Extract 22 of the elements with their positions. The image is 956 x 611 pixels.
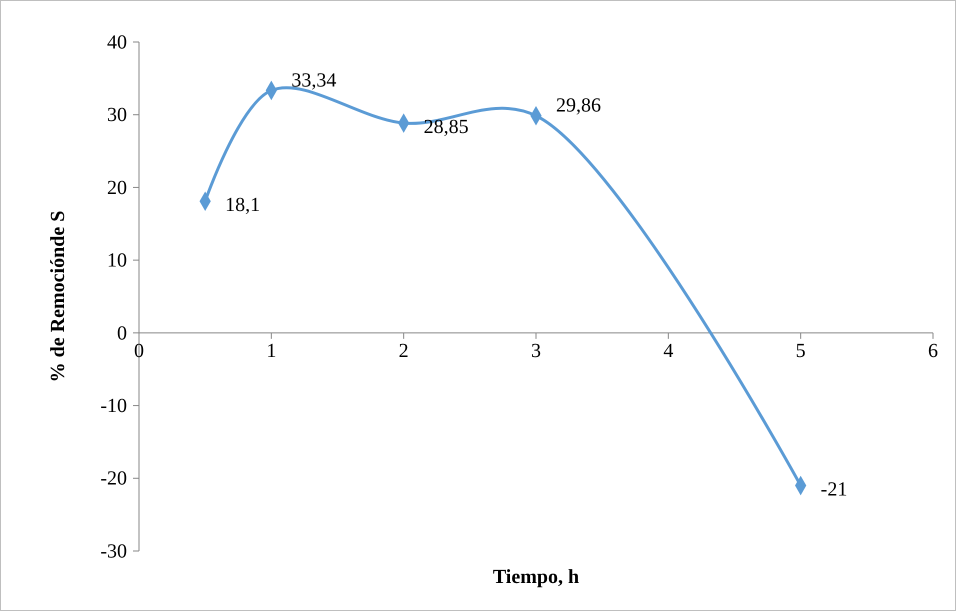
x-tick-label: 2 xyxy=(398,340,409,362)
y-axis-title: % de Remociónde S xyxy=(47,210,69,382)
y-tick-label: 0 xyxy=(117,322,127,344)
x-tick-label: 4 xyxy=(663,340,674,362)
data-label: 28,85 xyxy=(424,116,469,138)
x-tick-label: 0 xyxy=(134,340,144,362)
x-tick-label: 3 xyxy=(531,340,541,362)
data-label: -21 xyxy=(820,478,848,501)
y-tick-label: -20 xyxy=(100,468,127,490)
y-tick-label: -10 xyxy=(100,394,127,417)
x-tick-label: 6 xyxy=(928,340,938,362)
x-tick-label: 1 xyxy=(266,340,276,362)
data-label: 18,1 xyxy=(225,194,260,216)
y-tick-label: -30 xyxy=(100,540,127,562)
data-label: 33,34 xyxy=(291,69,336,92)
y-tick-label: 30 xyxy=(107,104,127,126)
y-tick-label: 20 xyxy=(107,176,127,199)
x-axis-title: Tiempo, h xyxy=(492,566,580,588)
x-tick-label: 5 xyxy=(796,340,806,362)
y-tick-label: 10 xyxy=(107,250,127,272)
data-label: 29,86 xyxy=(556,94,601,117)
y-tick-label: 40 xyxy=(107,31,127,54)
